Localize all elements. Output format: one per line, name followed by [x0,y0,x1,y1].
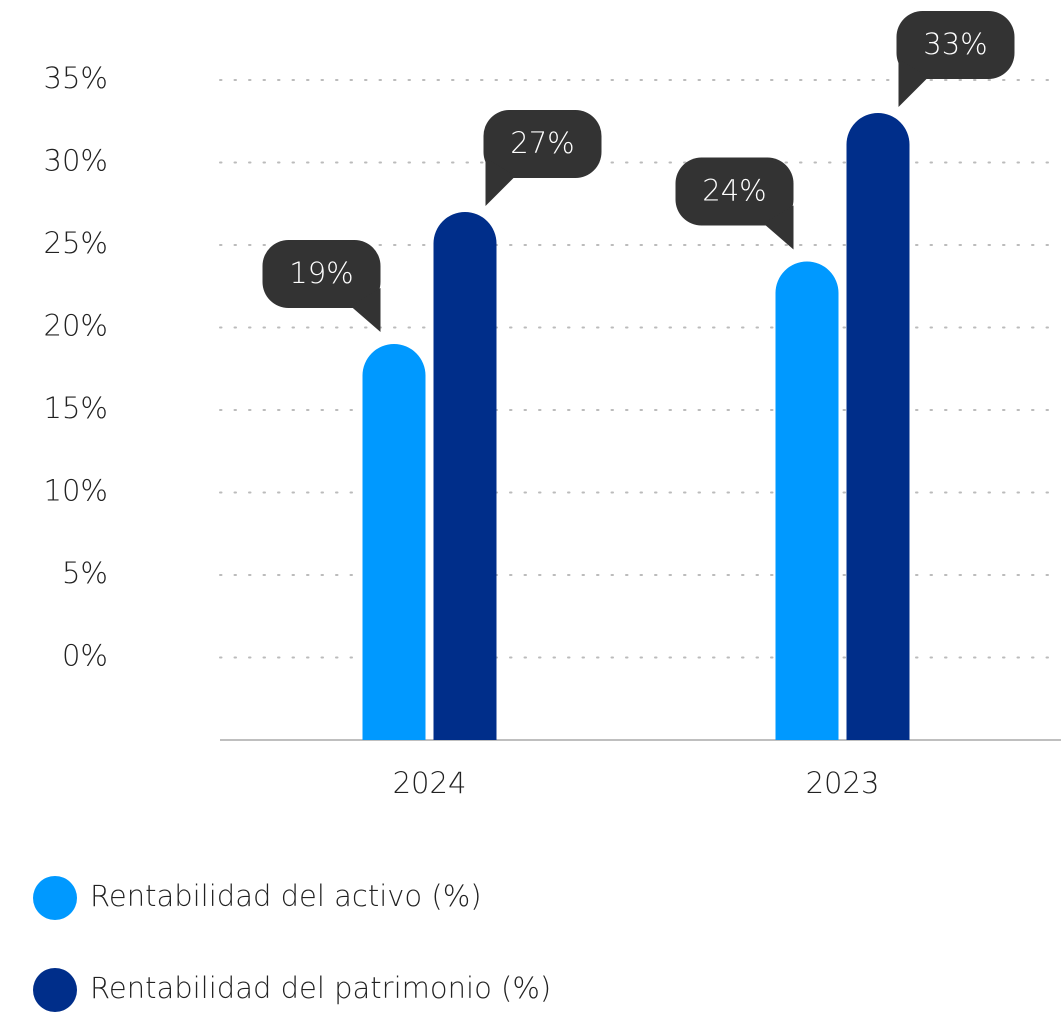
value-label: 27% [510,126,574,160]
y-tick-label: 15% [44,391,108,425]
callout [675,157,794,226]
bar [846,113,910,741]
callout [262,240,381,308]
value-label: 24% [702,174,766,208]
callout [896,11,1015,79]
legend-swatch [33,876,77,920]
bar [362,344,426,740]
value-label: 33% [923,27,987,61]
y-tick-label: 25% [44,226,108,260]
legend-label: Rentabilidad del patrimonio (%) [90,971,551,1005]
x-tick-label: 2024 [393,766,467,800]
y-tick-label: 35% [44,61,108,95]
callout-tail [898,59,929,107]
bar [775,261,839,740]
callout [483,110,602,178]
y-tick-label: 5% [62,556,108,590]
callout-tail [763,205,794,250]
bar [433,212,497,741]
value-label: 19% [289,256,353,290]
legend-swatch [33,968,77,1012]
x-tick-label: 2023 [806,766,880,800]
legend-label: Rentabilidad del activo (%) [90,879,482,913]
y-tick-label: 0% [62,639,108,673]
y-tick-label: 30% [44,144,108,178]
y-tick-label: 20% [44,309,108,343]
y-tick-label: 10% [44,474,108,508]
callout-tail [350,288,381,332]
callout-tail [485,158,516,206]
